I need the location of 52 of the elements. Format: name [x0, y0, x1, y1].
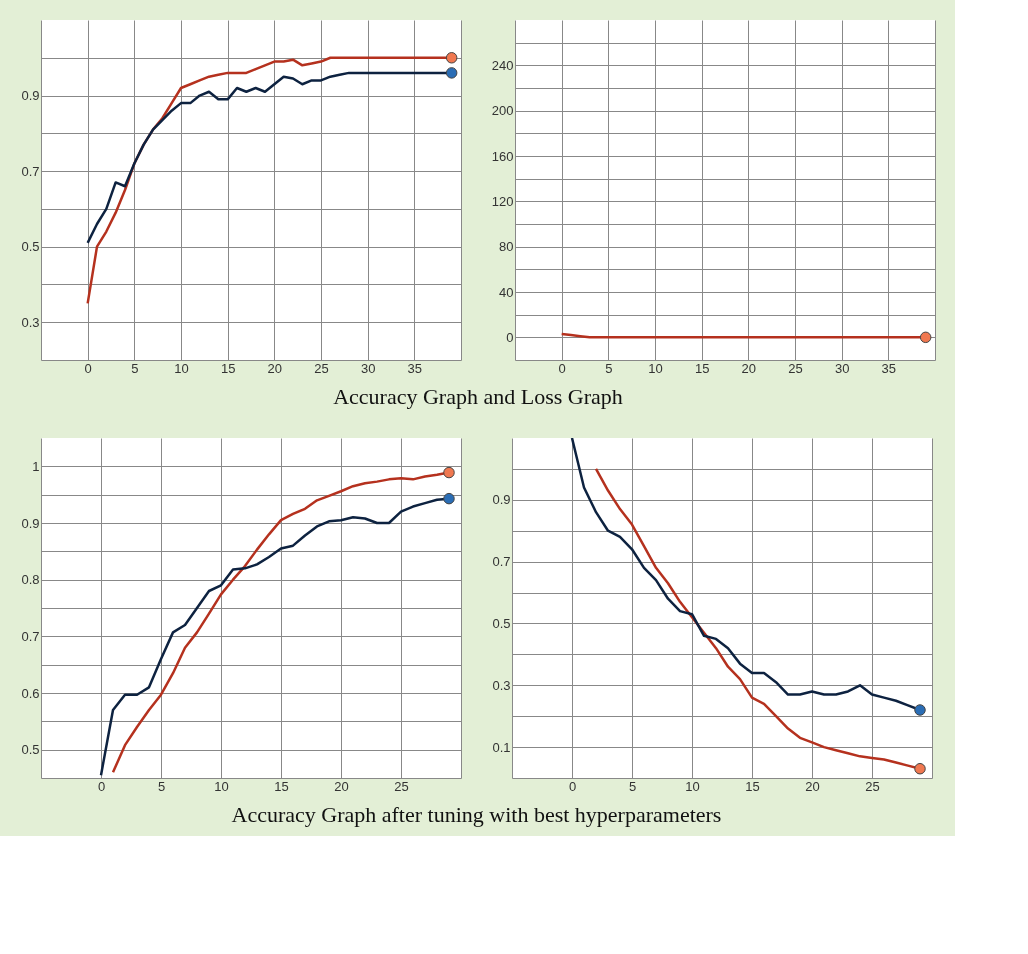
x-tick-label: 30 — [360, 360, 376, 376]
y-tick-label: 0 — [506, 329, 514, 345]
x-tick-label: 10 — [174, 360, 189, 376]
y-tick-label: 0.5 — [21, 742, 40, 758]
y-tick-label: 0.7 — [21, 628, 40, 644]
y-tick-label: 200 — [491, 103, 514, 119]
x-tick-label: 0 — [84, 360, 92, 376]
x-tick-label: 25 — [788, 360, 803, 376]
text: Accuracy Graph and Loss Graph — [333, 384, 623, 409]
x-tick-label: 5 — [605, 360, 613, 376]
x-tick-label: 25 — [394, 778, 409, 794]
x-tick-label: 15 — [274, 778, 289, 794]
y-tick-label: 0.8 — [21, 572, 40, 588]
x-tick-label: 15 — [745, 778, 760, 794]
x-tick-label: 15 — [694, 360, 710, 376]
y-tick-label: 0.7 — [492, 554, 511, 570]
x-tick-label: 10 — [685, 778, 700, 794]
x-tick-label: 0 — [558, 360, 566, 376]
x-tick-label: 25 — [314, 360, 329, 376]
y-tick-label: 160 — [491, 148, 514, 164]
x-tick-label: 30 — [834, 360, 850, 376]
x-tick-label: 5 — [131, 360, 139, 376]
y-tick-label: 1 — [32, 458, 40, 474]
y-tick-label: 0.9 — [492, 492, 511, 508]
x-tick-label: 20 — [267, 360, 283, 376]
x-tick-label: 5 — [157, 778, 166, 794]
x-tick-label: 5 — [628, 778, 637, 794]
x-tick-label: 0 — [97, 778, 106, 794]
y-tick-label: 0.9 — [21, 88, 40, 104]
x-tick-label: 35 — [881, 360, 897, 376]
x-tick-label: 0 — [568, 778, 577, 794]
y-tick-label: 0.6 — [21, 685, 40, 701]
y-tick-label: 240 — [491, 57, 514, 73]
y-tick-label: 120 — [491, 193, 514, 209]
y-tick-label: 0.3 — [492, 677, 511, 693]
y-tick-label: 0.5 — [492, 615, 511, 631]
text: Accuracy Graph after tuning with best hyperparameters — [231, 802, 722, 827]
x-tick-label: 25 — [865, 778, 880, 794]
x-tick-label: 20 — [741, 360, 757, 376]
y-tick-label: 0.7 — [21, 163, 40, 179]
y-tick-label: 0.9 — [21, 515, 40, 531]
x-tick-label: 35 — [407, 360, 423, 376]
y-tick-label: 80 — [499, 239, 514, 255]
y-tick-label: 0.5 — [21, 239, 40, 255]
x-tick-label: 20 — [805, 778, 820, 794]
y-tick-label: 40 — [499, 284, 514, 300]
x-tick-label: 10 — [648, 360, 663, 376]
y-tick-label: 0.1 — [492, 739, 511, 755]
y-tick-label: 0.3 — [21, 314, 40, 330]
x-tick-label: 10 — [214, 778, 229, 794]
x-tick-label: 20 — [334, 778, 349, 794]
x-tick-label: 15 — [220, 360, 236, 376]
